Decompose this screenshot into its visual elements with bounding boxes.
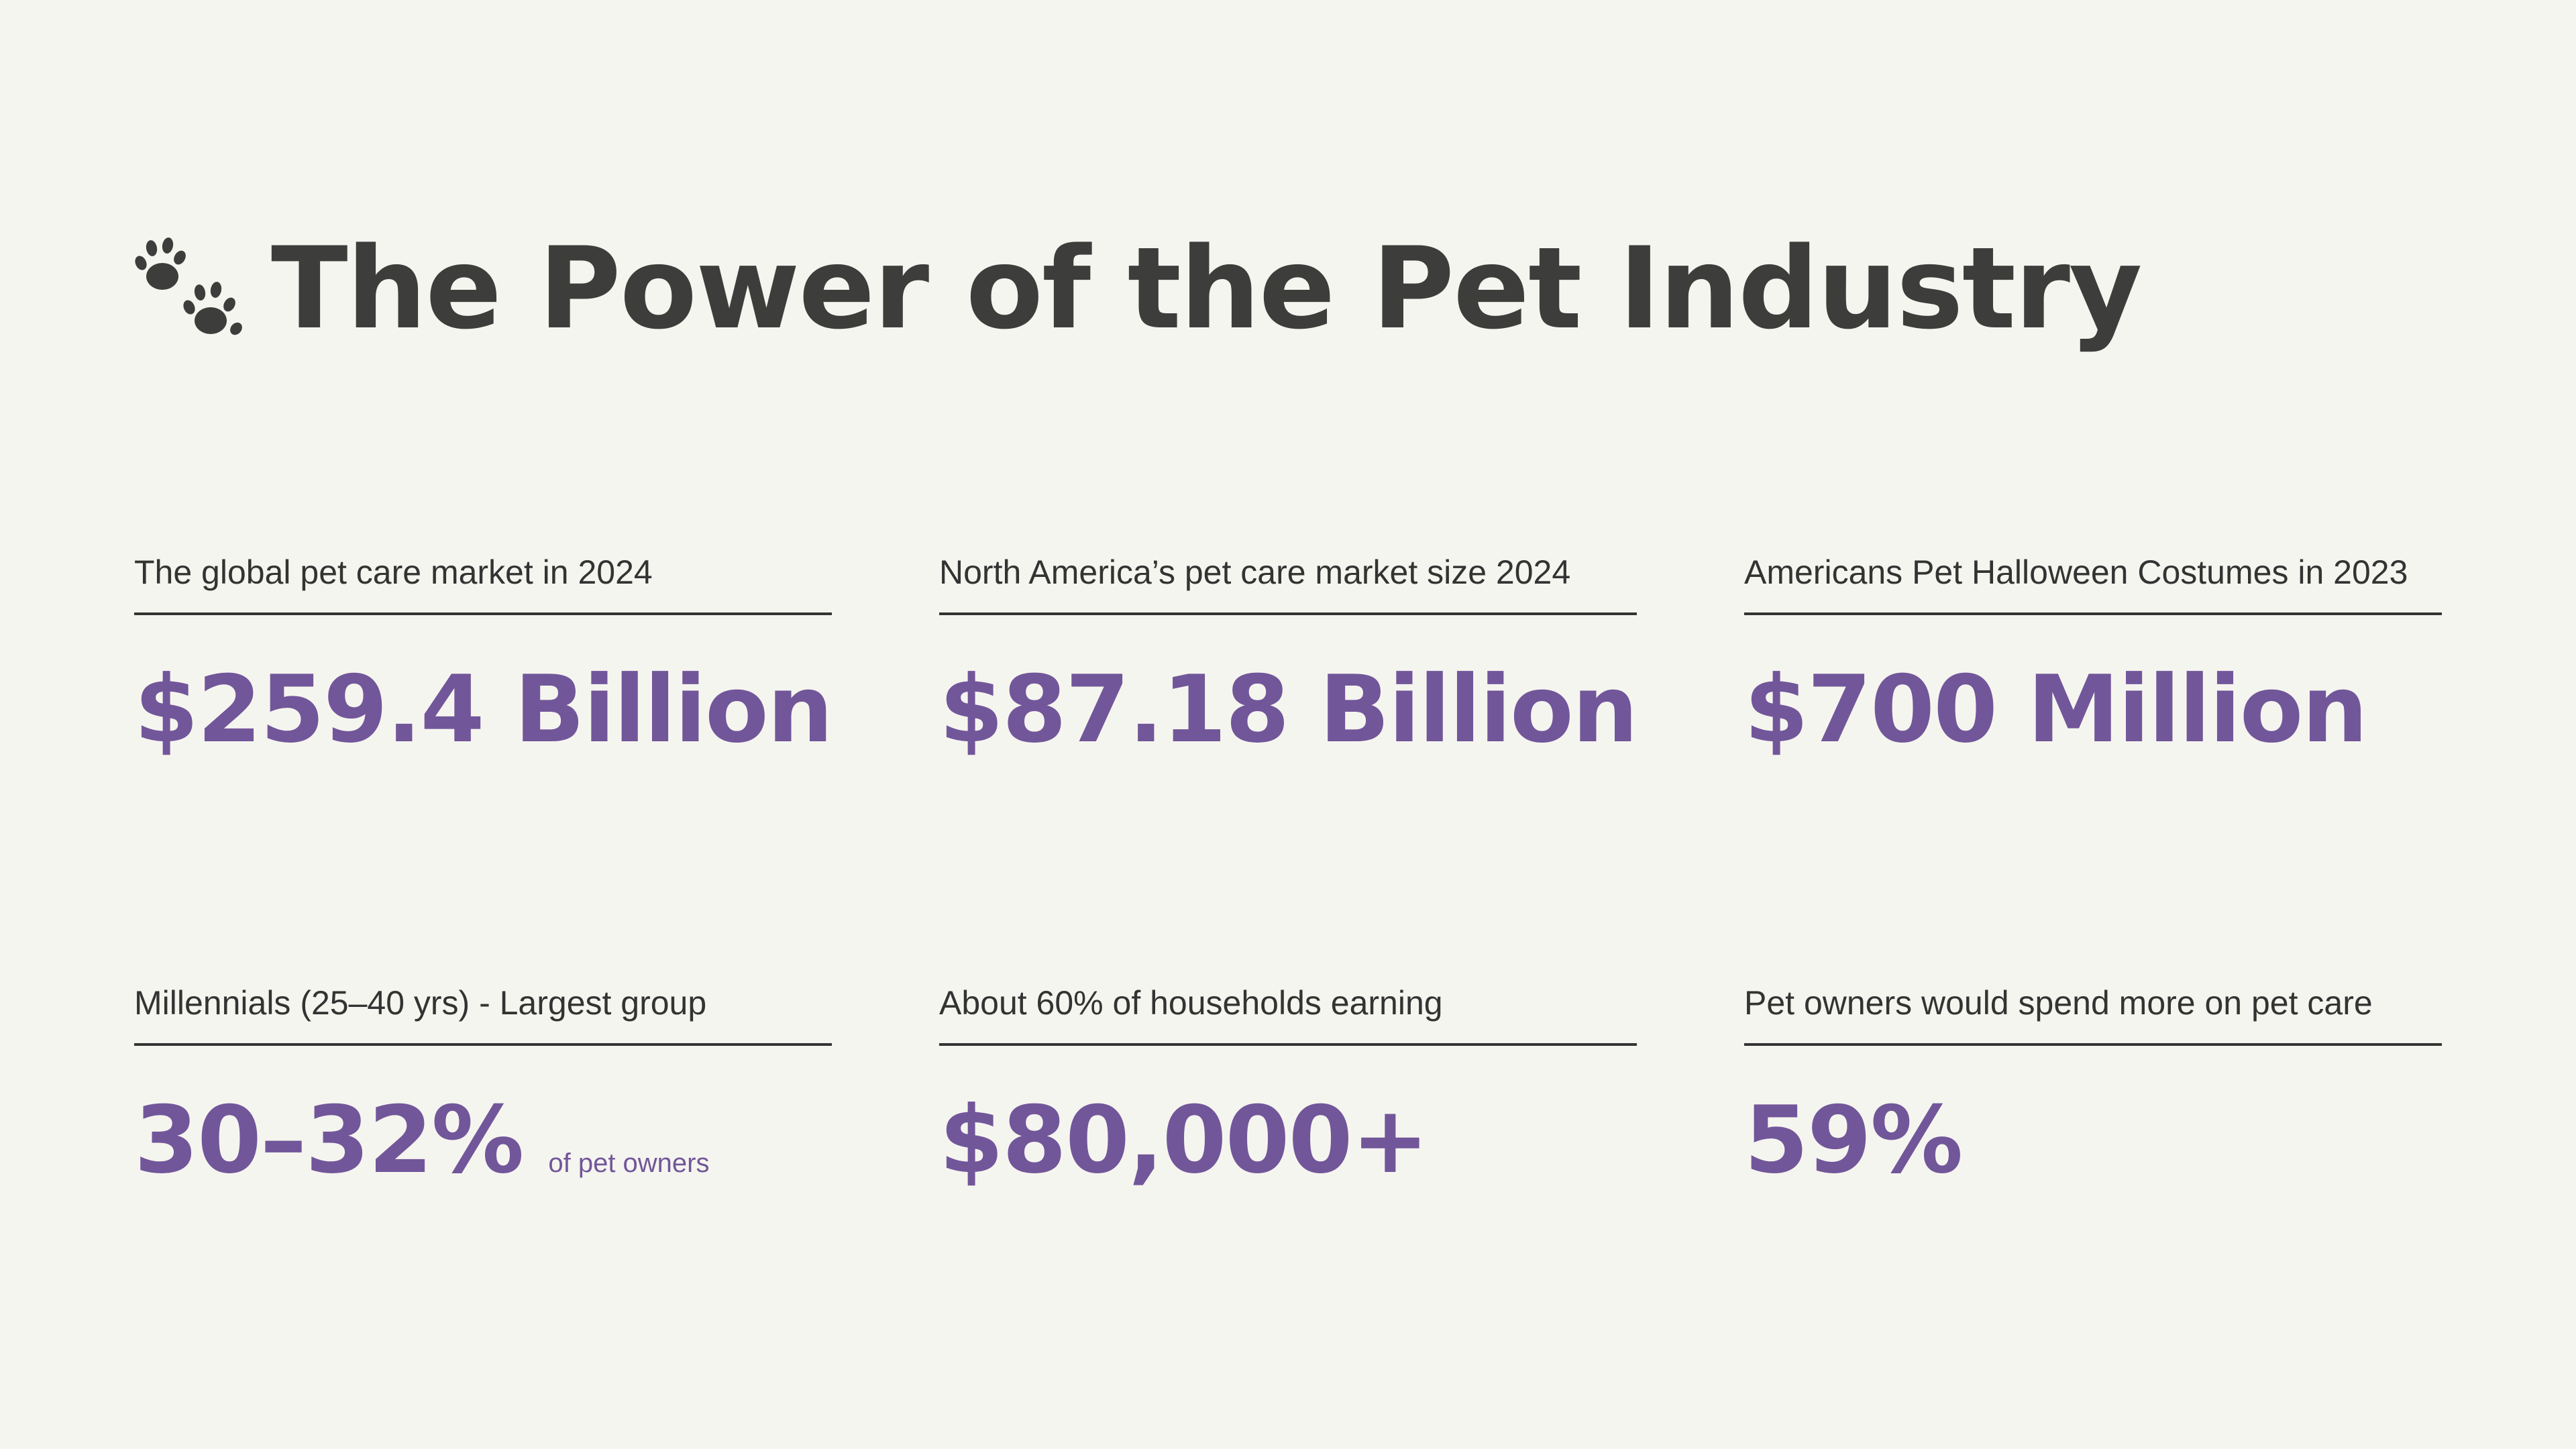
- stat-label: Americans Pet Halloween Costumes in 2023: [1744, 553, 2408, 591]
- stat-value: $259.4 Billion: [134, 655, 833, 763]
- stat-value: $700 Million: [1744, 655, 2368, 763]
- stat-value-row: 59%: [1744, 1083, 1963, 1197]
- stat-card-spend-more: Pet owners would spend more on pet care …: [1744, 983, 2442, 1194]
- stat-card-halloween-costumes: Americans Pet Halloween Costumes in 2023…: [1744, 552, 2442, 763]
- stat-divider: [134, 1043, 832, 1046]
- stat-value-row: $700 Million: [1744, 653, 2368, 767]
- stat-label: Millennials (25–40 yrs) - Largest group: [134, 984, 707, 1022]
- stat-divider: [1744, 1043, 2442, 1046]
- stat-card-north-america-market: North America’s pet care market size 202…: [939, 552, 1638, 763]
- stat-divider: [1744, 612, 2442, 615]
- stat-value: 30–32%: [134, 1086, 524, 1194]
- stat-value: $80,000+: [939, 1086, 1429, 1194]
- stat-card-millennials: Millennials (25–40 yrs) - Largest group …: [134, 983, 832, 1194]
- paw-prints-icon: [135, 237, 242, 335]
- stat-label: Pet owners would spend more on pet care: [1744, 984, 2373, 1022]
- stat-divider: [939, 1043, 1637, 1046]
- stat-divider: [134, 612, 832, 615]
- page-title: The Power of the Pet Industry: [271, 223, 2142, 354]
- stat-label: The global pet care market in 2024: [134, 553, 653, 591]
- stat-label: North America’s pet care market size 202…: [939, 553, 1571, 591]
- stat-label: About 60% of households earning: [939, 984, 1443, 1022]
- stat-card-household-income: About 60% of households earning $80,000+: [939, 983, 1637, 1194]
- stat-value: 59%: [1744, 1086, 1963, 1194]
- stat-value-row: $80,000+: [939, 1083, 1429, 1197]
- stat-divider: [939, 612, 1637, 615]
- stat-value: $87.18 Billion: [939, 655, 1638, 763]
- stat-value-row: 30–32% of pet owners: [134, 1083, 710, 1197]
- stat-value-row: $259.4 Billion: [134, 653, 833, 767]
- stat-card-global-market: The global pet care market in 2024 $259.…: [134, 552, 833, 763]
- stat-value-row: $87.18 Billion: [939, 653, 1638, 767]
- stat-suffix: of pet owners: [548, 1148, 710, 1178]
- title-row: The Power of the Pet Industry: [131, 215, 2142, 362]
